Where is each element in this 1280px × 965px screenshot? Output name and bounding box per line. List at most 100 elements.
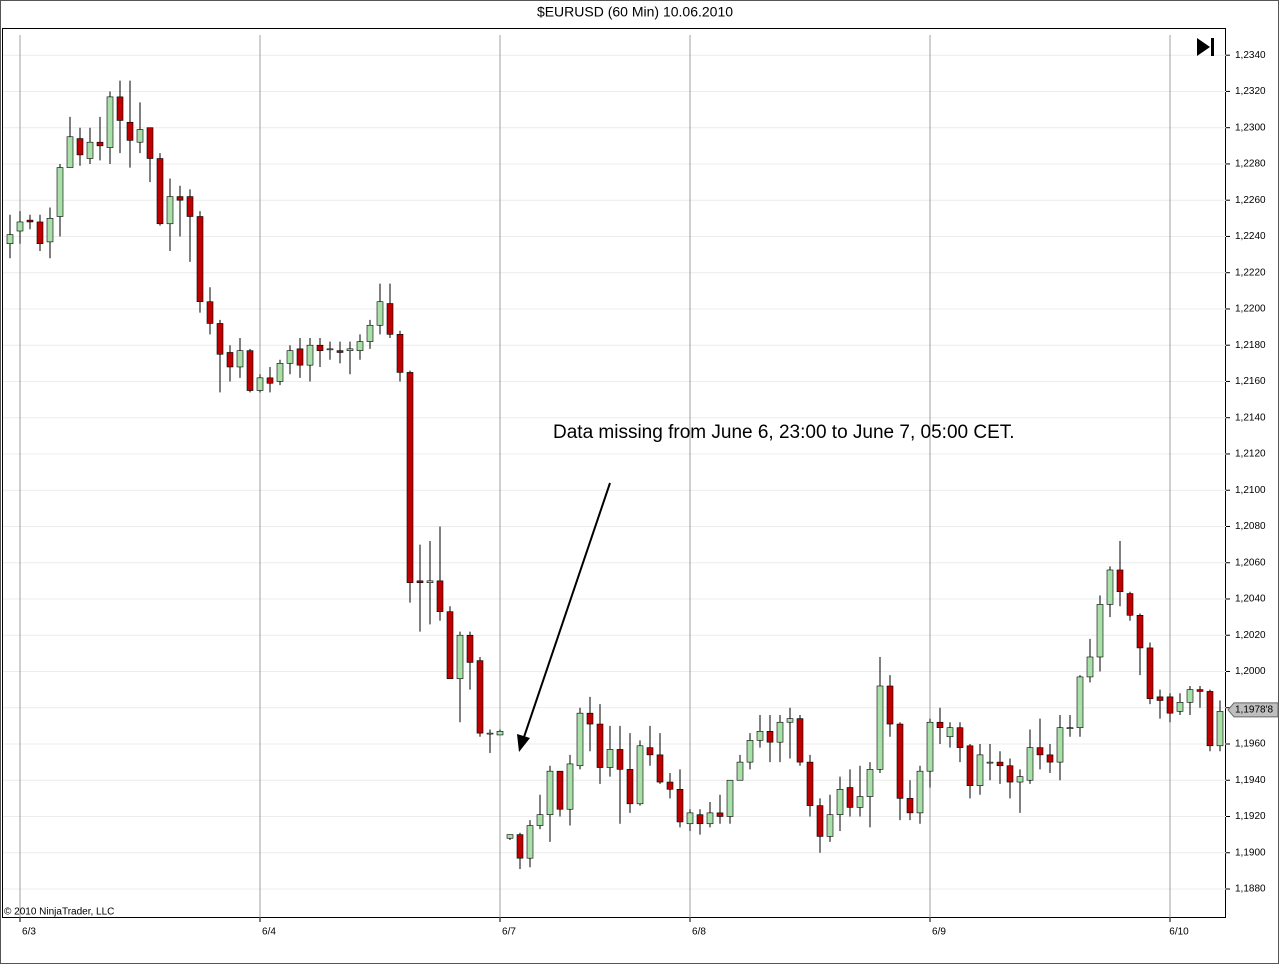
candle-body [696, 814, 704, 825]
candle-body [96, 141, 104, 147]
candle-body [866, 769, 874, 797]
candle-body [1116, 569, 1124, 593]
candle-body [1106, 569, 1114, 605]
y-tick-label: 1,2240 [1235, 231, 1266, 242]
candle-body [476, 660, 484, 734]
candle-body [186, 196, 194, 217]
candle-body [936, 721, 944, 728]
candle-body [1136, 614, 1144, 649]
candle-body [36, 221, 44, 245]
candle-body [886, 685, 894, 725]
y-tick-label: 1,2180 [1235, 340, 1266, 351]
plot-area [2, 28, 1226, 918]
candle-body [746, 740, 754, 763]
candle-body [516, 834, 524, 859]
candle-body [906, 798, 914, 814]
candle-body [126, 121, 134, 141]
candle-body [456, 634, 464, 680]
candle-body [136, 129, 144, 143]
y-tick-label: 1,2220 [1235, 267, 1266, 278]
chart-title: $EURUSD (60 Min) 10.06.2010 [537, 4, 733, 20]
candle-body [356, 341, 364, 351]
candle-body [986, 761, 994, 764]
candle-body [656, 754, 664, 783]
y-tick-label: 1,2120 [1235, 449, 1266, 460]
candle-body [166, 196, 174, 225]
candle-body [816, 805, 824, 837]
candle-body [256, 377, 264, 391]
x-tick-label: 6/3 [22, 927, 36, 938]
grid [3, 35, 1230, 922]
candle-body [1216, 711, 1224, 747]
candle-body [956, 727, 964, 748]
y-tick-label: 1,2040 [1235, 594, 1266, 605]
candle-body [736, 761, 744, 781]
candle-body [856, 796, 864, 808]
candle-body [596, 723, 604, 768]
candle-body [916, 770, 924, 814]
candle-body [316, 344, 324, 351]
y-tick-label: 1,1920 [1235, 811, 1266, 822]
copyright: © 2010 NinjaTrader, LLC [4, 907, 114, 918]
candle-body [756, 730, 764, 741]
candle-body [526, 825, 534, 859]
candle-body [346, 348, 354, 351]
candle-body [76, 138, 84, 156]
candle-body [486, 732, 494, 735]
x-tick-label: 6/9 [932, 927, 946, 938]
candle-body [646, 747, 654, 756]
annotation-arrow [517, 482, 611, 752]
candle-body [436, 580, 444, 612]
candle-body [206, 301, 214, 324]
y-tick-label: 1,1900 [1235, 847, 1266, 858]
y-tick-label: 1,2000 [1235, 666, 1266, 677]
scroll-end-icon[interactable] [1197, 38, 1214, 56]
candle-body [666, 781, 674, 790]
candle-body [216, 323, 224, 355]
candle-body [766, 730, 774, 743]
candle-body [966, 745, 974, 786]
candle-body [1066, 727, 1074, 729]
candle-body [726, 779, 734, 817]
candle-body [896, 723, 904, 799]
y-tick-label: 1,1940 [1235, 775, 1266, 786]
candle-body [876, 685, 884, 770]
candle-body [376, 301, 384, 326]
candle-body [336, 350, 344, 353]
candle-body [836, 789, 844, 815]
candle-body [976, 754, 984, 786]
candle-body [146, 127, 154, 159]
candle-body [106, 96, 114, 148]
x-tick-label: 6/8 [692, 927, 706, 938]
y-tick-label: 1,1880 [1235, 884, 1266, 895]
candle-body [306, 344, 314, 366]
candle-body [1156, 696, 1164, 701]
candle-body [286, 350, 294, 364]
candle-body [536, 814, 544, 826]
y-tick-label: 1,2100 [1235, 485, 1266, 496]
candle-body [946, 727, 954, 738]
candle-body [776, 721, 784, 743]
y-tick-label: 1,2280 [1235, 159, 1266, 170]
candle-body [1096, 604, 1104, 658]
candle-body [926, 721, 934, 772]
candle-body [686, 812, 694, 825]
candle-body [326, 348, 334, 351]
candle-body [176, 196, 184, 201]
candle-body [246, 350, 254, 391]
candle-body [796, 718, 804, 763]
candle-body [276, 363, 284, 382]
candle-body [156, 158, 164, 225]
candle-body [996, 761, 1004, 767]
candle-body [366, 324, 374, 342]
candle-body [586, 712, 594, 725]
candle-body [576, 712, 584, 767]
candle-body [566, 763, 574, 810]
candle-body [426, 580, 434, 583]
candle-body [556, 770, 564, 810]
candle-body [16, 221, 24, 232]
y-tick-label: 1,2200 [1235, 304, 1266, 315]
y-tick-label: 1,2080 [1235, 521, 1266, 532]
candle-body [1006, 765, 1014, 783]
